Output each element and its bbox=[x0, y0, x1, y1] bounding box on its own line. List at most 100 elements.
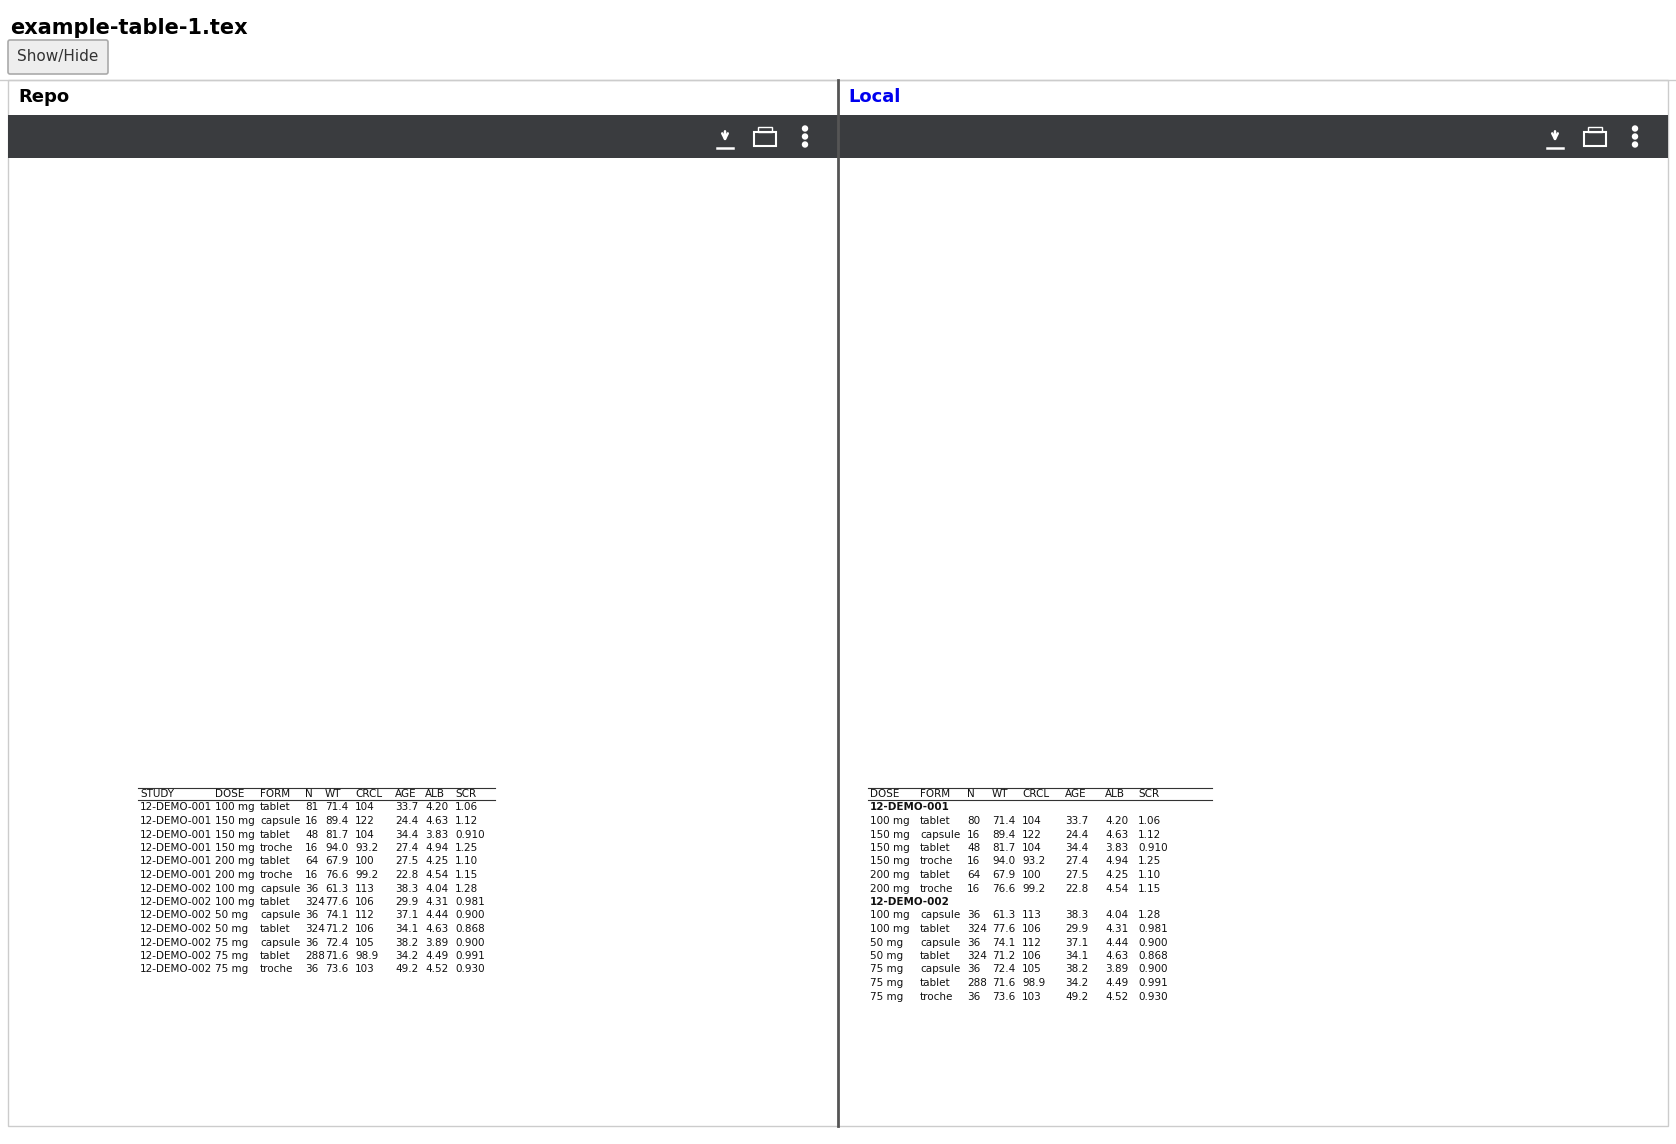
Text: 36: 36 bbox=[305, 883, 318, 893]
Text: 103: 103 bbox=[1022, 992, 1042, 1001]
Text: 4.20: 4.20 bbox=[426, 802, 447, 812]
Text: 16: 16 bbox=[305, 869, 318, 880]
Text: capsule: capsule bbox=[920, 937, 960, 947]
Text: 1.25: 1.25 bbox=[454, 843, 478, 853]
Text: 22.8: 22.8 bbox=[1064, 883, 1088, 893]
Text: WT: WT bbox=[992, 789, 1009, 799]
Text: 16: 16 bbox=[967, 829, 980, 840]
Text: 75 mg: 75 mg bbox=[870, 964, 903, 975]
Text: 48: 48 bbox=[305, 829, 318, 840]
Circle shape bbox=[803, 142, 808, 146]
Text: 72.4: 72.4 bbox=[992, 964, 1016, 975]
Text: 64: 64 bbox=[967, 869, 980, 880]
Text: N: N bbox=[967, 789, 975, 799]
Text: 48: 48 bbox=[967, 843, 980, 853]
Text: example-table-1.tex: example-table-1.tex bbox=[10, 18, 248, 38]
Text: 0.981: 0.981 bbox=[454, 897, 484, 907]
Text: 103: 103 bbox=[355, 964, 375, 975]
Text: 0.900: 0.900 bbox=[1138, 937, 1168, 947]
Text: 50 mg: 50 mg bbox=[215, 911, 248, 921]
Text: 106: 106 bbox=[1022, 924, 1042, 934]
Bar bbox=[838, 116, 1668, 158]
Text: tablet: tablet bbox=[920, 869, 950, 880]
Text: 4.63: 4.63 bbox=[1104, 829, 1128, 840]
Text: 200 mg: 200 mg bbox=[870, 869, 910, 880]
Text: 34.4: 34.4 bbox=[1064, 843, 1088, 853]
Text: 4.52: 4.52 bbox=[1104, 992, 1128, 1001]
Text: 104: 104 bbox=[1022, 843, 1042, 853]
Text: 4.49: 4.49 bbox=[426, 951, 447, 961]
Text: 324: 324 bbox=[305, 897, 325, 907]
Text: 27.5: 27.5 bbox=[1064, 869, 1088, 880]
Bar bbox=[754, 132, 776, 145]
Text: 150 mg: 150 mg bbox=[870, 843, 910, 853]
Text: 1.25: 1.25 bbox=[1138, 857, 1161, 866]
Text: 36: 36 bbox=[305, 911, 318, 921]
Text: 0.868: 0.868 bbox=[454, 924, 484, 934]
Text: 100 mg: 100 mg bbox=[215, 802, 255, 812]
Text: 100: 100 bbox=[1022, 869, 1041, 880]
Text: 122: 122 bbox=[355, 816, 375, 826]
FancyBboxPatch shape bbox=[8, 40, 107, 74]
Text: 76.6: 76.6 bbox=[325, 869, 349, 880]
Text: 12-DEMO-002: 12-DEMO-002 bbox=[870, 897, 950, 907]
Text: tablet: tablet bbox=[920, 816, 950, 826]
Text: 4.44: 4.44 bbox=[426, 911, 447, 921]
Text: 4.04: 4.04 bbox=[426, 883, 447, 893]
Text: 150 mg: 150 mg bbox=[870, 857, 910, 866]
Text: AGE: AGE bbox=[1064, 789, 1086, 799]
Text: 74.1: 74.1 bbox=[325, 911, 349, 921]
Text: 16: 16 bbox=[305, 843, 318, 853]
Text: 71.2: 71.2 bbox=[325, 924, 349, 934]
Text: 34.1: 34.1 bbox=[1064, 951, 1088, 961]
Text: 1.06: 1.06 bbox=[454, 802, 478, 812]
Text: 0.991: 0.991 bbox=[1138, 978, 1168, 988]
Text: 73.6: 73.6 bbox=[325, 964, 349, 975]
Text: Show/Hide: Show/Hide bbox=[17, 49, 99, 64]
Text: tablet: tablet bbox=[920, 843, 950, 853]
Text: SCR: SCR bbox=[454, 789, 476, 799]
Text: troche: troche bbox=[920, 857, 954, 866]
Text: 38.3: 38.3 bbox=[396, 883, 419, 893]
Text: 3.89: 3.89 bbox=[1104, 964, 1128, 975]
Text: 3.83: 3.83 bbox=[1104, 843, 1128, 853]
Text: 324: 324 bbox=[305, 924, 325, 934]
Text: 106: 106 bbox=[1022, 951, 1042, 961]
Text: 4.94: 4.94 bbox=[1104, 857, 1128, 866]
Text: 4.31: 4.31 bbox=[1104, 924, 1128, 934]
Text: 324: 324 bbox=[967, 951, 987, 961]
Text: 150 mg: 150 mg bbox=[215, 829, 255, 840]
Text: 29.9: 29.9 bbox=[1064, 924, 1088, 934]
Text: 50 mg: 50 mg bbox=[215, 924, 248, 934]
Text: 4.20: 4.20 bbox=[1104, 816, 1128, 826]
Text: 122: 122 bbox=[1022, 829, 1042, 840]
Text: 3.89: 3.89 bbox=[426, 937, 447, 947]
Text: tablet: tablet bbox=[920, 924, 950, 934]
Text: 1.10: 1.10 bbox=[1138, 869, 1161, 880]
Text: 150 mg: 150 mg bbox=[870, 829, 910, 840]
Text: 324: 324 bbox=[967, 924, 987, 934]
Text: 34.2: 34.2 bbox=[396, 951, 419, 961]
Text: 77.6: 77.6 bbox=[992, 924, 1016, 934]
Text: 1.12: 1.12 bbox=[454, 816, 478, 826]
Text: WT: WT bbox=[325, 789, 342, 799]
Text: 38.2: 38.2 bbox=[1064, 964, 1088, 975]
Text: 12-DEMO-001: 12-DEMO-001 bbox=[141, 857, 213, 866]
Text: 98.9: 98.9 bbox=[1022, 978, 1046, 988]
Text: 93.2: 93.2 bbox=[355, 843, 379, 853]
Text: 36: 36 bbox=[967, 964, 980, 975]
Text: 50 mg: 50 mg bbox=[870, 951, 903, 961]
Text: 12-DEMO-002: 12-DEMO-002 bbox=[141, 911, 213, 921]
Text: 71.6: 71.6 bbox=[992, 978, 1016, 988]
Text: 27.4: 27.4 bbox=[1064, 857, 1088, 866]
Text: 29.9: 29.9 bbox=[396, 897, 419, 907]
Text: capsule: capsule bbox=[920, 964, 960, 975]
Text: 4.25: 4.25 bbox=[1104, 869, 1128, 880]
Text: troche: troche bbox=[920, 992, 954, 1001]
Text: 27.4: 27.4 bbox=[396, 843, 419, 853]
Circle shape bbox=[1632, 134, 1637, 140]
Text: 4.25: 4.25 bbox=[426, 857, 447, 866]
Text: troche: troche bbox=[920, 883, 954, 893]
Text: 27.5: 27.5 bbox=[396, 857, 419, 866]
Text: 81: 81 bbox=[305, 802, 318, 812]
